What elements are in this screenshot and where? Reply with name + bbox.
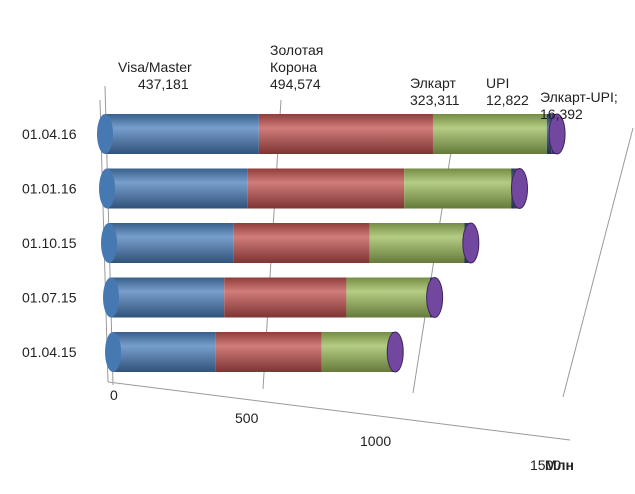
bar-left-cap bbox=[103, 277, 119, 318]
data-annotation: Золотая Корона 494,574 bbox=[270, 42, 323, 92]
annotation-line: 437,181 bbox=[138, 76, 189, 92]
data-annotation: Visa/Master 437,181 bbox=[118, 59, 192, 92]
bar-left-cap bbox=[97, 114, 113, 154]
bar-segment bbox=[432, 114, 547, 154]
data-annotation: UPI 12,822 bbox=[486, 75, 529, 108]
bar-left-cap bbox=[99, 168, 115, 209]
data-annotation: Элкарт-UPI; 16,392 bbox=[540, 89, 618, 122]
annotation-line: 494,574 bbox=[270, 76, 321, 92]
bar-end-cap bbox=[548, 113, 566, 155]
bars bbox=[97, 113, 566, 373]
bar-end-cap bbox=[510, 168, 528, 209]
bar-segment bbox=[369, 223, 465, 263]
tick-label: 1000 bbox=[360, 433, 391, 449]
bar-end-cap bbox=[426, 277, 444, 318]
category-label: 01.04.16 bbox=[22, 126, 77, 142]
bar-left-cap bbox=[105, 332, 121, 372]
bar-segment bbox=[215, 332, 322, 372]
tick-label: 0 bbox=[110, 387, 118, 403]
bar-segment bbox=[346, 277, 430, 318]
annotation-line: 323,311 bbox=[410, 92, 460, 108]
bar-end-cap bbox=[462, 222, 480, 264]
bar-segment bbox=[107, 168, 248, 209]
annotation-line: 12,822 bbox=[486, 92, 529, 108]
tick-label: 500 bbox=[235, 410, 259, 426]
category-label: 01.07.15 bbox=[22, 290, 77, 306]
labels: 01.04.16 01.01.16 01.10.15 01.07.15 01.04.15… bbox=[22, 42, 618, 473]
bar-segment bbox=[109, 223, 234, 263]
bar-segment bbox=[247, 168, 405, 209]
bar-segment bbox=[113, 332, 216, 372]
annotation-line: Золотая bbox=[270, 42, 323, 58]
annotation-line: Visa/Master bbox=[118, 59, 192, 75]
category-label: 01.10.15 bbox=[22, 235, 77, 251]
bar-segment bbox=[233, 223, 370, 263]
category-label: 01.01.16 bbox=[22, 181, 77, 197]
bar-end-cap bbox=[386, 331, 404, 373]
data-annotation: Элкарт 323,311 bbox=[410, 75, 460, 108]
unit-label: Млн bbox=[545, 457, 574, 473]
bar-left-cap bbox=[101, 223, 117, 263]
tick-label: 1500 bbox=[530, 457, 561, 473]
gridline bbox=[562, 127, 634, 398]
annotation-line: 16,392 bbox=[540, 106, 583, 122]
annotation-line: Элкарт-UPI; bbox=[540, 89, 618, 105]
bar-segment bbox=[224, 277, 347, 318]
bar-segment bbox=[404, 168, 512, 209]
bar-segment bbox=[105, 114, 259, 154]
bar-segment bbox=[258, 114, 433, 154]
bar-segment bbox=[321, 332, 392, 372]
bar-segment bbox=[111, 277, 225, 318]
floor-edge bbox=[107, 381, 571, 441]
annotation-line: Элкарт bbox=[410, 75, 456, 91]
annotation-line: UPI bbox=[486, 75, 509, 91]
annotation-line: Корона bbox=[270, 59, 317, 75]
category-label: 01.04.15 bbox=[22, 344, 77, 360]
